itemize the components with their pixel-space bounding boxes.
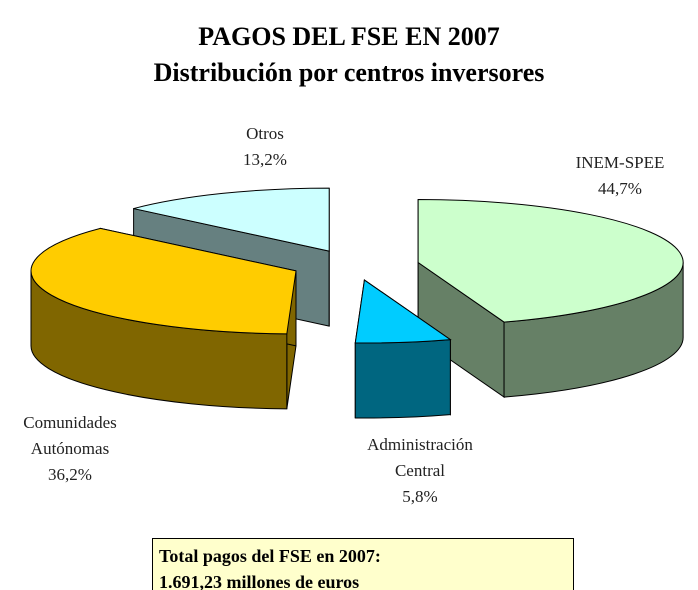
chart-title: PAGOS DEL FSE EN 2007 [198, 22, 500, 51]
slice-wall [354, 339, 451, 419]
category-label: INEM-SPEE [575, 153, 665, 172]
slice [417, 198, 684, 323]
annotation: 1.691,23 millones de euros [159, 572, 360, 590]
value-label: 13,2% [243, 150, 287, 169]
category-label: Comunidades Autónomas [23, 413, 117, 458]
slice-label: Otros 13,2% [215, 121, 315, 173]
value-label: 44,7% [598, 179, 642, 198]
total-note: Total pagos del FSE en 2007: 1.691,23 mi… [152, 538, 574, 590]
slice [30, 227, 297, 335]
slice [133, 187, 330, 252]
slice [354, 279, 452, 344]
slice-label: Comunidades Autónomas 36,2% [5, 410, 135, 488]
category-label: Administración Central [367, 435, 473, 480]
value-label: 36,2% [48, 465, 92, 484]
slice-label: Administración Central 5,8% [335, 432, 505, 510]
category-label: Otros [246, 124, 284, 143]
chart-subtitle: Distribución por centros inversores [153, 58, 545, 87]
slice-label: INEM-SPEE 44,7% [560, 150, 680, 202]
annotation: Total pagos del FSE en 2007: [159, 546, 381, 566]
value-label: 5,8% [402, 487, 438, 506]
